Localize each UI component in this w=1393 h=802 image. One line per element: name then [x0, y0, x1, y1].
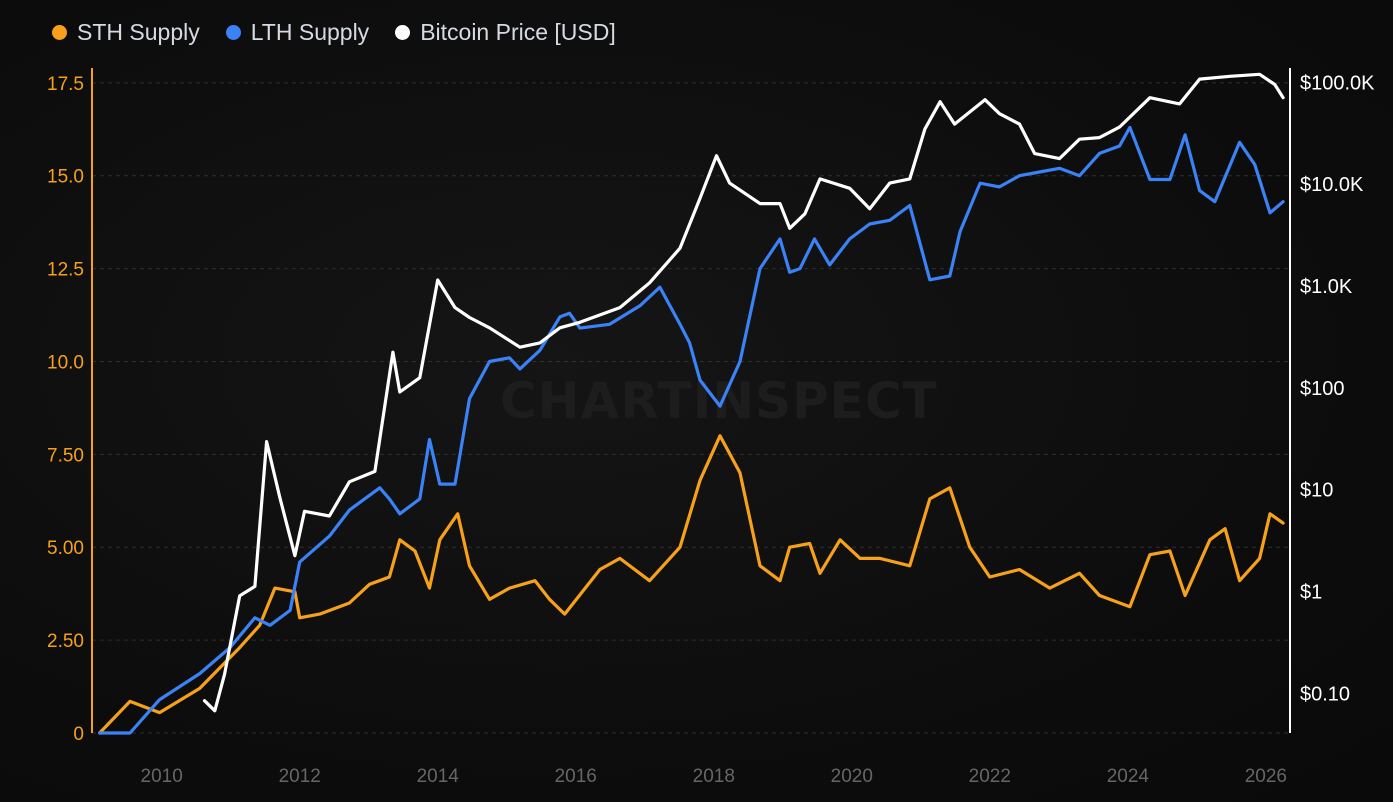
legend-label-price: Bitcoin Price [USD]	[420, 19, 616, 45]
legend-label-sth: STH Supply	[77, 19, 200, 45]
left-tick-label: 17.5	[47, 74, 84, 95]
right-tick-label: $10	[1300, 480, 1333, 502]
watermark-text: CHARTINSPECT	[500, 372, 938, 430]
x-tick-label: 2026	[1245, 766, 1287, 787]
left-tick-label: 0	[73, 724, 84, 745]
x-tick-label: 2014	[417, 766, 460, 787]
right-tick-label: $1	[1300, 582, 1322, 604]
legend: STH Supply LTH Supply Bitcoin Price [USD…	[52, 19, 616, 46]
lth-supply-line	[98, 125, 1285, 735]
right-tick-label: $1.0K	[1300, 276, 1353, 298]
right-tick-label: $100	[1300, 378, 1345, 400]
x-tick-label: 2012	[279, 766, 321, 787]
right-tick-label: $0.10	[1300, 683, 1350, 705]
x-tick-label: 2016	[555, 766, 597, 787]
price-dot-icon	[395, 25, 411, 40]
right-tick-label: $100.0K	[1300, 72, 1375, 94]
right-tick-label: $10.0K	[1300, 174, 1364, 196]
left-tick-label: 15.0	[47, 167, 84, 188]
watermark-logo: CHARTINSPECT	[500, 372, 938, 430]
sth-dot-icon	[52, 25, 67, 40]
left-tick-label: 12.5	[47, 260, 84, 281]
sth-supply-line	[98, 434, 1285, 735]
x-tick-label: 2018	[693, 766, 735, 787]
x-tick-label: 2022	[969, 766, 1011, 787]
left-tick-label: 7.50	[47, 445, 84, 466]
lth-dot-icon	[225, 25, 241, 40]
legend-label-lth: LTH Supply	[250, 19, 370, 45]
x-tick-label: 2020	[831, 766, 873, 787]
left-tick-label: 5.00	[47, 538, 84, 559]
x-tick-label: 2010	[141, 766, 183, 787]
left-tick-label: 2.50	[47, 631, 84, 652]
x-tick-label: 2024	[1107, 766, 1150, 787]
legend-item-lth[interactable]: LTH Supply	[225, 19, 370, 46]
legend-item-sth[interactable]: STH Supply	[52, 19, 200, 46]
left-tick-label: 10.0	[47, 352, 84, 373]
bitcoin-price-line	[202, 72, 1285, 713]
legend-item-price[interactable]: Bitcoin Price [USD]	[395, 19, 616, 46]
